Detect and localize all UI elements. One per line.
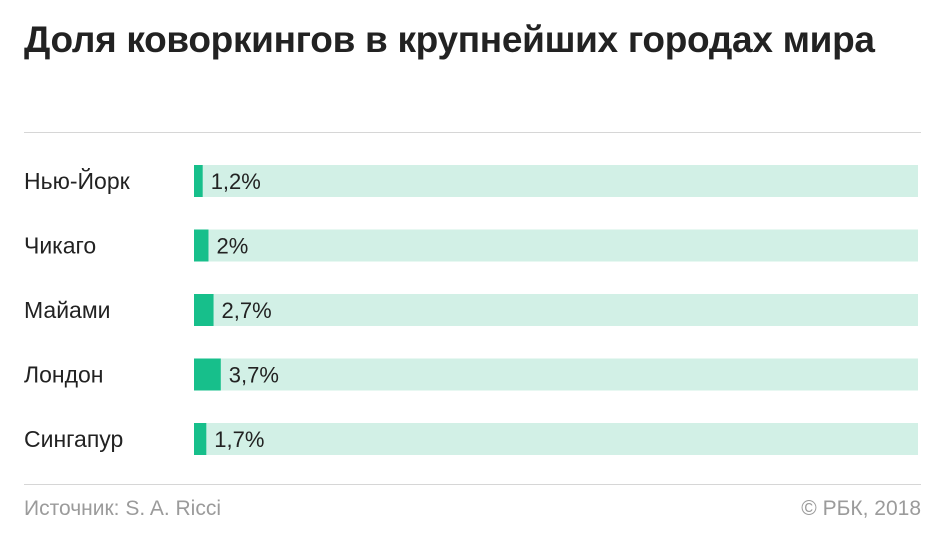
value-label: 2,7% [222,298,272,323]
bar [194,165,203,197]
category-label: Лондон [24,362,104,388]
category-label: Чикаго [24,233,96,259]
chart-title: Доля коворкингов в крупнейших городах ми… [24,19,875,60]
bar [194,358,221,391]
category-label: Сингапур [24,426,123,452]
value-label: 2% [216,234,248,259]
bar-track [194,358,918,391]
bar [194,423,207,455]
bar [194,294,214,326]
bar-track [194,165,918,197]
bar-track [194,423,918,455]
footer-divider [24,484,921,485]
value-label: 1,2% [211,169,261,194]
source-note: Источник: S. A. Ricci [24,497,222,520]
category-label: Нью-Йорк [24,167,131,194]
bar-track [194,229,918,262]
title-divider [24,132,921,133]
bar [194,229,209,262]
value-label: 1,7% [214,427,264,452]
copyright-note: © РБК, 2018 [801,497,921,520]
value-label: 3,7% [229,363,279,388]
category-label: Майами [24,297,111,323]
bar-track [194,294,918,326]
